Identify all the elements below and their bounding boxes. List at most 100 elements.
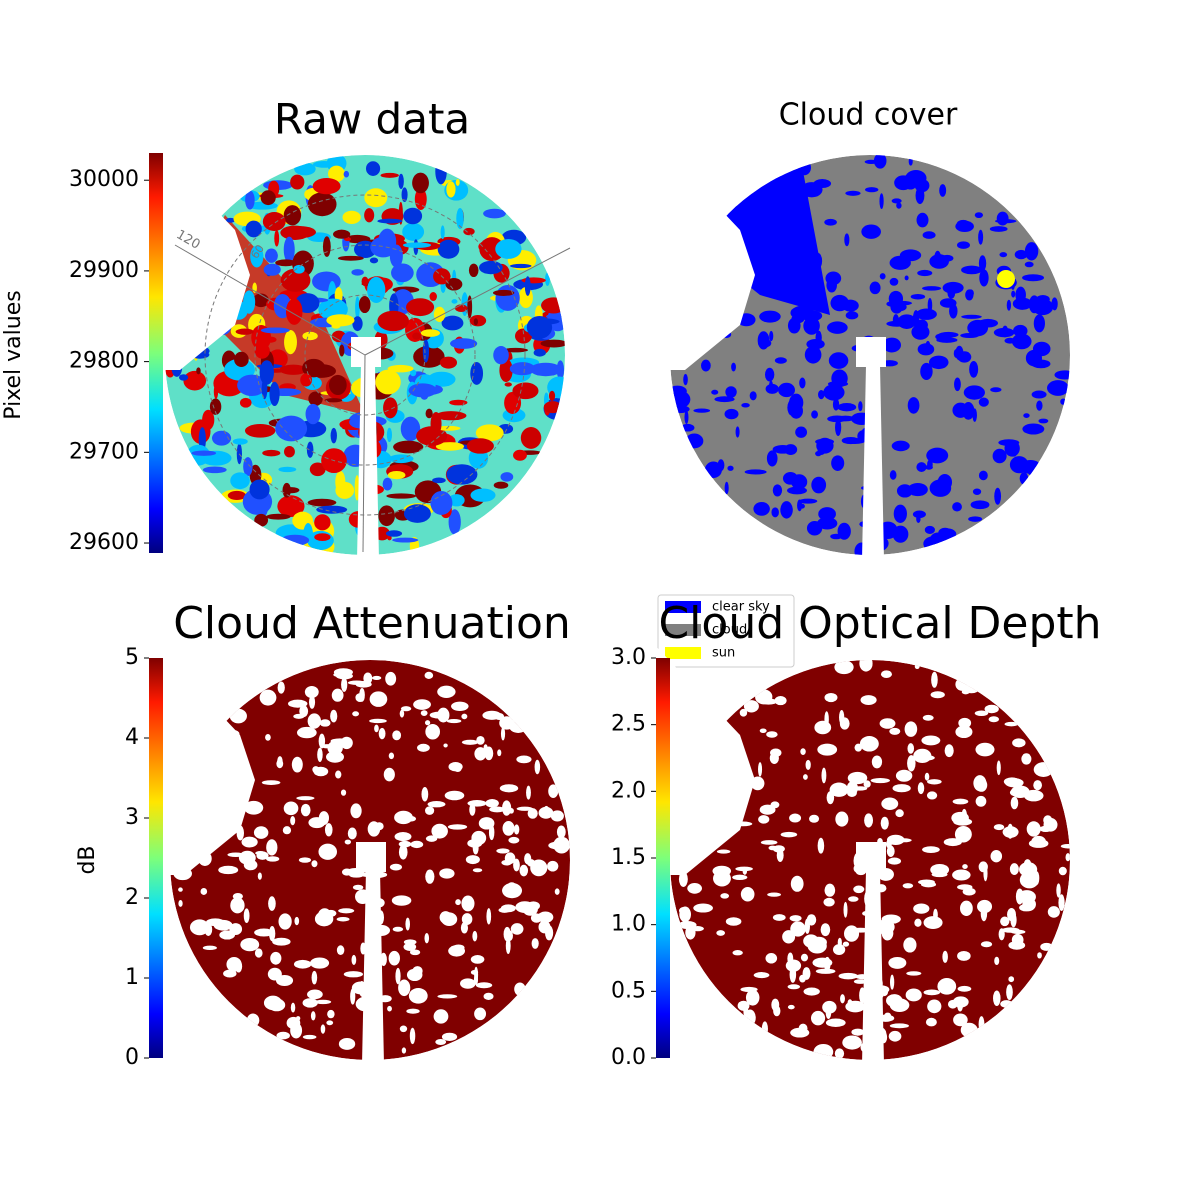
texture-blob	[818, 507, 836, 521]
texture-blob	[294, 916, 300, 926]
texture-blob	[892, 314, 899, 326]
texture-blob	[967, 319, 989, 337]
texture-blob	[312, 271, 341, 292]
texture-blob	[825, 1018, 846, 1027]
texture-blob	[363, 672, 373, 685]
texture-blob	[897, 314, 917, 329]
texture-blob	[382, 477, 393, 491]
texture-blob	[790, 875, 804, 892]
texture-blob	[864, 813, 874, 828]
texture-blob	[908, 173, 925, 182]
texture-blob	[927, 999, 942, 1014]
texture-blob	[848, 896, 859, 902]
texture-blob	[514, 328, 532, 344]
texture-blob	[364, 208, 375, 223]
texture-blob	[335, 770, 342, 779]
texture-blob	[1015, 286, 1026, 304]
texture-blob	[257, 872, 262, 880]
texture-blob	[888, 956, 907, 969]
texture-blob	[520, 427, 542, 449]
texture-blob	[391, 895, 412, 906]
texture-blob	[412, 966, 423, 976]
colorbar-tick-label: 2	[125, 885, 139, 910]
texture-blob	[814, 720, 832, 735]
texture-blob	[482, 710, 502, 720]
texture-blob	[889, 470, 897, 480]
texture-blob	[1024, 261, 1034, 268]
texture-blob	[880, 816, 889, 830]
texture-blob	[545, 272, 550, 286]
texture-blob	[302, 1034, 317, 1040]
texture-blob	[851, 1028, 865, 1036]
texture-blob	[445, 278, 463, 291]
polar-axis	[364, 247, 571, 356]
texture-blob	[199, 921, 206, 933]
texture-blob	[406, 298, 435, 317]
texture-blob	[798, 498, 818, 504]
texture-blob	[969, 360, 979, 378]
texture-blob	[861, 224, 881, 239]
texture-blob	[524, 276, 531, 296]
texture-blob	[260, 327, 290, 334]
texture-blob	[879, 273, 886, 280]
texture-blob	[922, 231, 936, 239]
texture-blob	[367, 821, 381, 837]
texture-blob	[285, 802, 298, 813]
texture-blob	[478, 817, 495, 830]
texture-blob	[268, 896, 276, 911]
texture-blob	[200, 887, 208, 895]
texture-blob	[387, 470, 406, 480]
texture-blob	[853, 979, 867, 984]
texture-blob	[543, 805, 550, 815]
texture-blob	[903, 937, 917, 953]
texture-blob	[788, 252, 802, 268]
texture-blob	[277, 681, 285, 694]
texture-blob	[234, 351, 249, 368]
texture-blob	[816, 517, 838, 530]
texture-blob	[887, 857, 902, 865]
panel: Cloud Attenuation 0 1 2 3 4 5 dB	[75, 598, 571, 1070]
texture-blob	[225, 217, 236, 223]
texture-blob	[859, 736, 879, 752]
texture-blob	[772, 484, 783, 497]
texture-blob	[452, 944, 465, 952]
texture-blob	[386, 427, 393, 443]
texture-blob	[915, 754, 935, 761]
polar-grid	[304, 294, 426, 416]
texture-blob	[811, 476, 827, 494]
texture-blob	[924, 772, 930, 781]
texture-blob	[1033, 314, 1045, 333]
texture-blob	[260, 190, 276, 206]
texture-blob	[470, 955, 485, 964]
texture-blob	[211, 430, 232, 446]
texture-blob	[1010, 929, 1026, 935]
texture-blob	[508, 808, 514, 814]
texture-blob	[794, 232, 801, 243]
texture-blob	[343, 971, 364, 978]
texture-blob	[502, 821, 515, 836]
texture-blob	[879, 193, 884, 210]
texture-blob	[905, 988, 922, 1002]
texture-blob	[336, 916, 350, 922]
texture-blob	[278, 913, 292, 930]
texture-blob	[424, 720, 431, 726]
texture-blob	[789, 915, 802, 922]
texture-blob	[437, 239, 460, 259]
texture-blob	[953, 818, 973, 826]
texture-blob	[956, 241, 970, 249]
texture-blob	[543, 401, 562, 414]
texture-blob	[406, 1008, 420, 1014]
texture-blob	[403, 207, 423, 225]
texture-blob	[918, 879, 935, 885]
texture-blob	[304, 686, 319, 699]
texture-blob	[949, 303, 958, 319]
texture-blob	[453, 765, 462, 772]
texture-blob	[333, 229, 351, 239]
texture-blob	[914, 664, 920, 670]
texture-blob	[489, 806, 506, 813]
texture-blob	[787, 984, 801, 990]
texture-blob	[310, 957, 330, 969]
texture-blob	[344, 839, 352, 845]
colorbar-tick-label: 1	[125, 965, 139, 990]
